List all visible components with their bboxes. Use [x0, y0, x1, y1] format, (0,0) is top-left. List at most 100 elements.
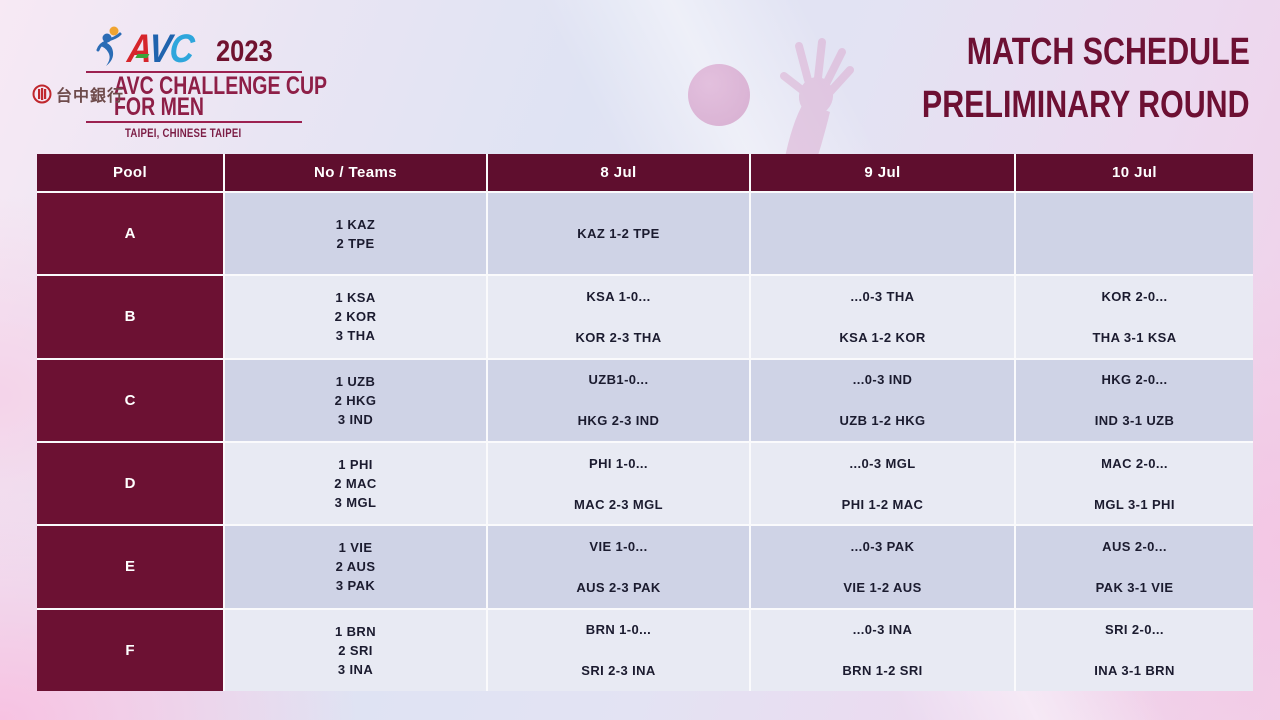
matches-cell-10jul: [1016, 193, 1253, 275]
matches-cell-8jul: KSA 1-0... KOR 2-3 THA: [488, 276, 749, 358]
team-line: 2 SRI: [338, 642, 373, 658]
teams-cell: 1 KAZ 2 TPE: [225, 193, 486, 275]
matches-cell-10jul: HKG 2-0... IND 3-1 UZB: [1016, 359, 1253, 441]
match-line: KOR 2-0...: [1101, 288, 1168, 304]
team-line: 2 MAC: [334, 476, 377, 492]
match-line: ...0-3 MGL: [849, 455, 916, 471]
matches-cell-10jul: SRI 2-0... INA 3-1 BRN: [1016, 609, 1253, 691]
team-line: 3 INA: [337, 661, 374, 677]
team-line: 2 AUS: [335, 559, 376, 575]
avc-green-accent: [135, 54, 150, 58]
column-header-10-jul: 10 Jul: [1016, 154, 1253, 191]
pool-cell-e: E: [37, 526, 223, 608]
column-header-8-jul: 8 Jul: [488, 154, 749, 191]
match-line: AUS 2-0...: [1102, 538, 1167, 554]
page-title: MATCH SCHEDULE PRELIMINARY ROUND: [840, 32, 1250, 125]
avc-logo: AVC 2023 AVC CHALLENGE CUP FOR MEN TAIPE…: [30, 26, 330, 140]
match-line: MAC 2-3 MGL: [574, 496, 663, 512]
page-title-line1: MATCH SCHEDULE: [966, 31, 1250, 73]
match-line: ...0-3 THA: [850, 288, 915, 304]
avc-logo-row: AVC 2023: [96, 26, 330, 71]
team-line: 3 THA: [335, 328, 376, 344]
bank-name: 台中銀行: [56, 88, 125, 105]
match-line: THA 3-1 KSA: [1092, 329, 1177, 345]
matches-cell-8jul: PHI 1-0... MAC 2-3 MGL: [488, 443, 749, 525]
teams-cell: 1 UZB 2 HKG 3 IND: [225, 359, 486, 441]
match-line: PAK 3-1 VIE: [1095, 579, 1174, 595]
pool-cell-f: F: [37, 609, 223, 691]
pool-cell-d: D: [37, 443, 223, 525]
match-line: BRN 1-2 SRI: [842, 663, 923, 679]
match-line: PHI 1-2 MAC: [841, 496, 924, 512]
match-line: KAZ 1-2 TPE: [577, 226, 660, 242]
logo-divider-bottom: [86, 121, 302, 123]
matches-cell-8jul: VIE 1-0... AUS 2-3 PAK: [488, 526, 749, 608]
event-location: TAIPEI, CHINESE TAIPEI: [125, 126, 242, 140]
team-line: 2 HKG: [334, 392, 377, 408]
column-header-no-teams: No / Teams: [225, 154, 486, 191]
match-line: KSA 1-2 KOR: [839, 329, 926, 345]
matches-cell-8jul: KAZ 1-2 TPE: [488, 193, 749, 275]
matches-cell-9jul: ...0-3 MGL PHI 1-2 MAC: [751, 443, 1014, 525]
hand-silhouette-graphic: [780, 38, 854, 162]
bank-logo: 台中銀行: [32, 82, 124, 106]
team-line: 1 PHI: [338, 457, 373, 473]
match-line: UZB1-0...: [588, 372, 649, 388]
match-line: UZB 1-2 HKG: [839, 413, 926, 429]
match-line: SRI 2-0...: [1105, 622, 1164, 638]
event-title-line1: AVC CHALLENGE CUP: [114, 72, 328, 100]
team-line: 3 IND: [337, 411, 374, 427]
match-line: PHI 1-0...: [589, 455, 648, 471]
schedule-table: Pool No / Teams 8 Jul 9 Jul 10 Jul A 1 KAZ 2 TP…: [37, 154, 1253, 691]
match-line: SRI 2-3 INA: [581, 663, 656, 679]
match-line: ...0-3 INA: [852, 622, 913, 638]
team-line: 1 VIE: [338, 540, 373, 556]
matches-cell-10jul: AUS 2-0... PAK 3-1 VIE: [1016, 526, 1253, 608]
volleyball-graphic: [688, 64, 750, 126]
bank-emblem-icon: [32, 84, 52, 104]
matches-cell-8jul: BRN 1-0... SRI 2-3 INA: [488, 609, 749, 691]
pool-cell-b: B: [37, 276, 223, 358]
teams-cell: 1 VIE 2 AUS 3 PAK: [225, 526, 486, 608]
avc-wordmark: AVC: [125, 27, 195, 71]
match-line: BRN 1-0...: [585, 622, 652, 638]
matches-cell-9jul: ...0-3 THA KSA 1-2 KOR: [751, 276, 1014, 358]
matches-cell-9jul: [751, 193, 1014, 275]
team-line: 3 PAK: [335, 578, 376, 594]
team-line: 1 KSA: [335, 290, 376, 306]
matches-cell-9jul: ...0-3 IND UZB 1-2 HKG: [751, 359, 1014, 441]
teams-cell: 1 BRN 2 SRI 3 INA: [225, 609, 486, 691]
matches-cell-8jul: UZB1-0... HKG 2-3 IND: [488, 359, 749, 441]
team-line: 2 TPE: [336, 235, 375, 251]
volleyball-player-icon: [96, 26, 122, 66]
match-line: VIE 1-0...: [589, 538, 648, 554]
match-line: KOR 2-3 THA: [575, 329, 662, 345]
match-line: ...0-3 PAK: [850, 538, 915, 554]
pool-cell-a: A: [37, 193, 223, 275]
team-line: 3 MGL: [334, 495, 377, 511]
match-line: INA 3-1 BRN: [1094, 663, 1175, 679]
team-line: 1 KAZ: [335, 216, 376, 232]
matches-cell-10jul: MAC 2-0... MGL 3-1 PHI: [1016, 443, 1253, 525]
match-line: AUS 2-3 PAK: [576, 579, 661, 595]
matches-cell-10jul: KOR 2-0... THA 3-1 KSA: [1016, 276, 1253, 358]
match-line: MGL 3-1 PHI: [1094, 496, 1175, 512]
event-title-line2: FOR MEN: [114, 93, 204, 121]
matches-cell-9jul: ...0-3 PAK VIE 1-2 AUS: [751, 526, 1014, 608]
match-line: HKG 2-0...: [1101, 372, 1168, 388]
logo-divider-top: [86, 71, 302, 73]
match-line: HKG 2-3 IND: [577, 413, 660, 429]
match-line: KSA 1-0...: [586, 288, 651, 304]
pool-cell-c: C: [37, 359, 223, 441]
match-line: MAC 2-0...: [1101, 455, 1168, 471]
logo-year: 2023: [216, 35, 274, 68]
match-line: IND 3-1 UZB: [1094, 413, 1175, 429]
teams-cell: 1 PHI 2 MAC 3 MGL: [225, 443, 486, 525]
match-line: ...0-3 IND: [852, 372, 913, 388]
team-line: 2 KOR: [334, 309, 377, 325]
team-line: 1 BRN: [334, 623, 376, 639]
page-title-line2: PRELIMINARY ROUND: [922, 84, 1250, 126]
matches-cell-9jul: ...0-3 INA BRN 1-2 SRI: [751, 609, 1014, 691]
team-line: 1 UZB: [335, 373, 376, 389]
match-line: VIE 1-2 AUS: [843, 579, 922, 595]
